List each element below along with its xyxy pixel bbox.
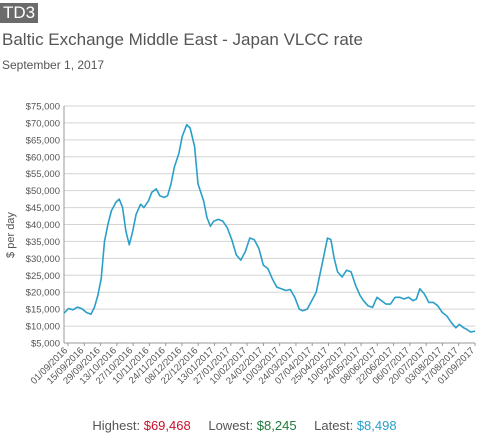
- y-tick-label: $65,000: [26, 135, 60, 146]
- y-tick-label: $50,000: [26, 186, 60, 197]
- highest-value: $69,468: [143, 418, 191, 433]
- y-tick-label: $75,000: [26, 102, 60, 113]
- y-tick-label: $10,000: [26, 322, 60, 333]
- chart-date: September 1, 2017: [2, 58, 105, 72]
- y-tick-label: $55,000: [26, 169, 60, 180]
- y-axis-label: $ per day: [5, 212, 17, 258]
- y-tick-label: $35,000: [26, 237, 60, 248]
- stats-bar: Highest: $69,468 Lowest: $8,245 Latest: …: [0, 418, 489, 433]
- lowest-label: Lowest:: [208, 418, 254, 433]
- series-line: [63, 123, 476, 333]
- latest-label: Latest:: [314, 418, 354, 433]
- y-axis-tick-labels: $5,000 $10,000 $15,000 $20,000 $25,000 $30,00…: [26, 102, 60, 350]
- chart-axes: [63, 106, 475, 344]
- y-tick-label: $70,000: [26, 118, 60, 129]
- line-chart: $5,000 $10,000 $15,000 $20,000 $25,000 $30,00…: [5, 102, 477, 387]
- route-badge: TD3: [0, 3, 39, 23]
- y-tick-label: $5,000: [31, 339, 60, 350]
- y-tick-label: $20,000: [26, 288, 60, 299]
- latest-value: $8,498: [356, 418, 397, 433]
- y-tick-label: $40,000: [26, 220, 60, 231]
- grid-lines: [64, 105, 475, 344]
- y-tick-label: $15,000: [26, 305, 60, 316]
- chart-title: Baltic Exchange Middle East - Japan VLCC…: [2, 30, 363, 49]
- highest-label: Highest:: [92, 418, 141, 433]
- x-axis-tick-labels: 01/09/201615/09/201629/09/201613/10/2016…: [29, 343, 477, 387]
- y-tick-label: $30,000: [26, 254, 60, 265]
- y-tick-label: $60,000: [26, 152, 60, 163]
- y-tick-label: $45,000: [26, 203, 60, 214]
- y-tick-label: $25,000: [26, 271, 60, 282]
- lowest-value: $8,245: [256, 418, 297, 433]
